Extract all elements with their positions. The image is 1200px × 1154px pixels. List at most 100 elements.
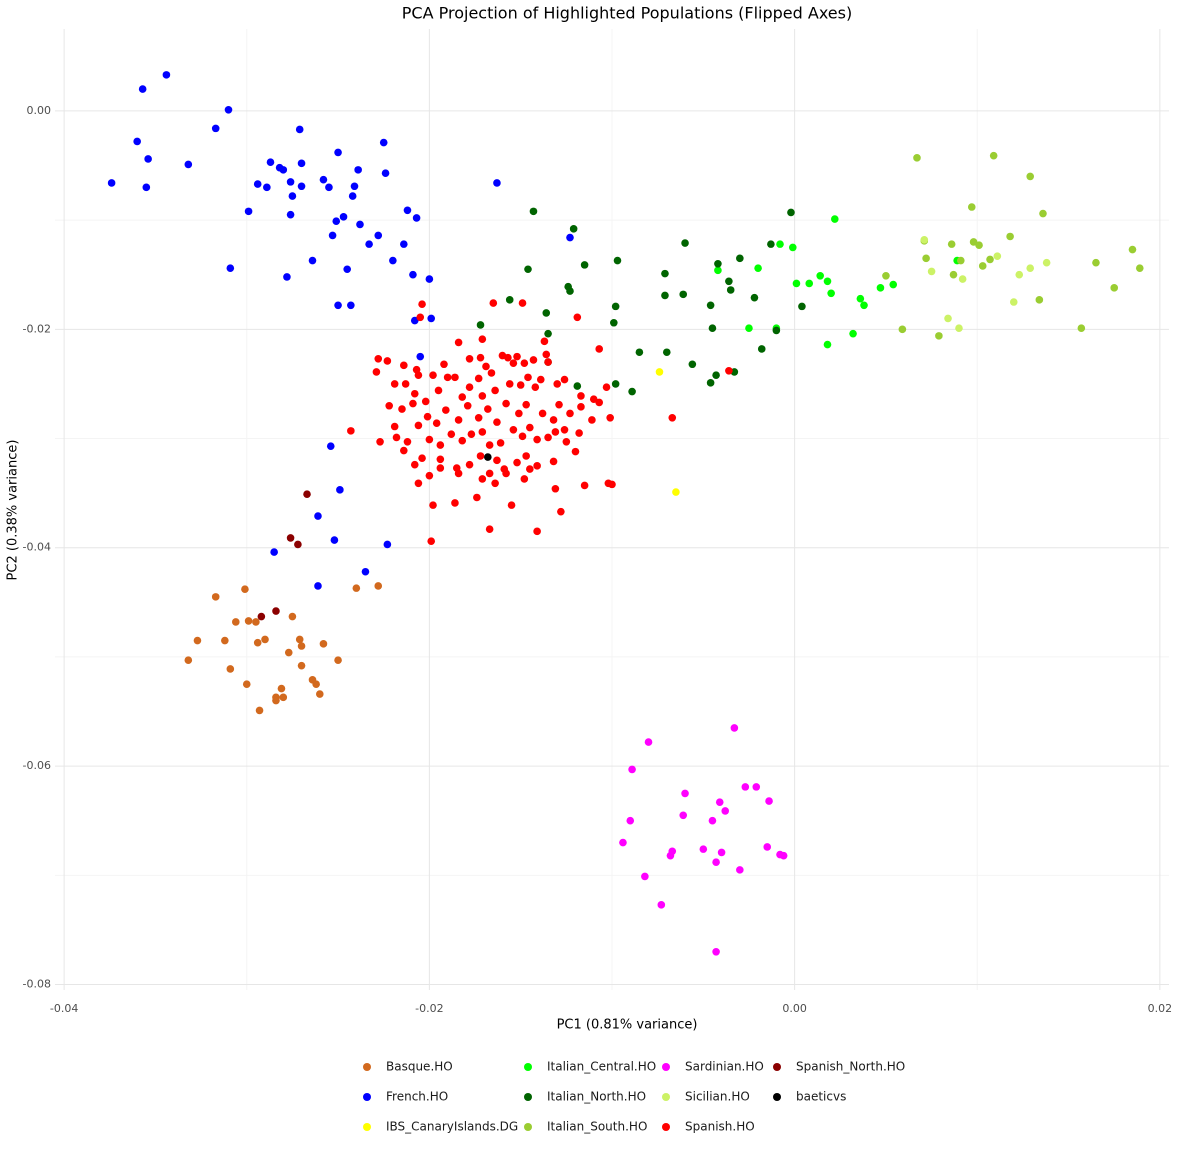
point	[577, 392, 585, 400]
point	[410, 316, 419, 325]
point	[549, 457, 558, 466]
point	[465, 354, 474, 363]
point	[277, 684, 286, 693]
point	[133, 137, 141, 146]
point	[542, 309, 551, 317]
point	[741, 783, 750, 791]
point	[253, 180, 262, 188]
point	[458, 436, 467, 445]
point	[944, 314, 952, 323]
point	[266, 158, 275, 167]
point	[379, 138, 388, 147]
point	[745, 324, 753, 333]
point	[314, 582, 322, 590]
point	[750, 293, 759, 302]
point	[613, 256, 622, 265]
point	[288, 192, 297, 200]
point	[400, 361, 408, 370]
point	[876, 284, 885, 292]
point	[628, 387, 636, 396]
point	[560, 425, 569, 434]
y-axis-title: PC2 (0.38% variance)	[6, 440, 21, 581]
point	[398, 405, 406, 413]
point	[1110, 284, 1119, 292]
point	[657, 901, 666, 909]
point	[138, 85, 147, 93]
point	[319, 640, 328, 648]
point	[347, 427, 355, 435]
point	[661, 291, 669, 300]
point	[699, 845, 708, 853]
x-tick-label: 0.00	[782, 1002, 807, 1015]
point	[374, 582, 383, 590]
legend-label: Basque.HO	[386, 1060, 453, 1074]
point	[831, 215, 839, 223]
point	[776, 240, 784, 248]
point	[524, 265, 532, 274]
legend-marker	[363, 1093, 371, 1101]
point	[957, 256, 965, 265]
point	[715, 798, 724, 806]
legend-label: Italian_North.HO	[547, 1090, 646, 1104]
point	[504, 353, 512, 362]
point	[513, 352, 521, 361]
point	[533, 527, 541, 536]
point	[286, 210, 295, 219]
point	[661, 269, 669, 278]
point	[672, 488, 680, 496]
point	[476, 452, 485, 460]
point	[458, 393, 467, 401]
point	[816, 272, 824, 280]
point	[529, 207, 538, 216]
point	[569, 225, 578, 233]
point	[509, 425, 518, 434]
point	[922, 254, 930, 263]
point	[474, 413, 483, 422]
point	[898, 325, 907, 334]
point	[261, 635, 269, 644]
point	[297, 661, 306, 670]
point	[297, 642, 306, 650]
point	[334, 148, 342, 157]
point	[325, 183, 333, 192]
point	[389, 256, 397, 265]
point	[725, 367, 733, 375]
point	[303, 490, 311, 499]
point	[465, 460, 474, 469]
point	[889, 280, 898, 289]
point	[577, 403, 585, 411]
grid: -0.04 -0.02 0.00 0.02 0.00 -0.02 -0.04 -0.06 -0.…	[23, 29, 1172, 1015]
point	[421, 397, 430, 406]
point	[522, 452, 530, 460]
point	[314, 512, 322, 520]
point	[754, 264, 762, 272]
point	[414, 371, 423, 379]
point	[454, 416, 463, 424]
point	[425, 275, 434, 283]
point	[491, 479, 499, 488]
point	[644, 738, 653, 746]
point	[967, 203, 976, 211]
point	[263, 183, 271, 192]
point	[551, 484, 560, 493]
point	[272, 607, 280, 615]
point	[440, 360, 448, 369]
point	[107, 179, 116, 187]
point	[211, 124, 220, 133]
point	[425, 471, 434, 480]
point	[403, 206, 412, 215]
point	[681, 789, 689, 798]
point	[993, 252, 1002, 260]
point	[347, 301, 355, 310]
point	[1135, 264, 1144, 272]
point	[823, 340, 832, 349]
point	[295, 635, 304, 644]
point	[312, 680, 320, 689]
point	[463, 401, 472, 410]
point	[708, 324, 717, 333]
point	[736, 866, 744, 874]
point	[429, 371, 437, 379]
point	[856, 294, 865, 303]
point	[432, 419, 441, 428]
point	[372, 368, 381, 376]
